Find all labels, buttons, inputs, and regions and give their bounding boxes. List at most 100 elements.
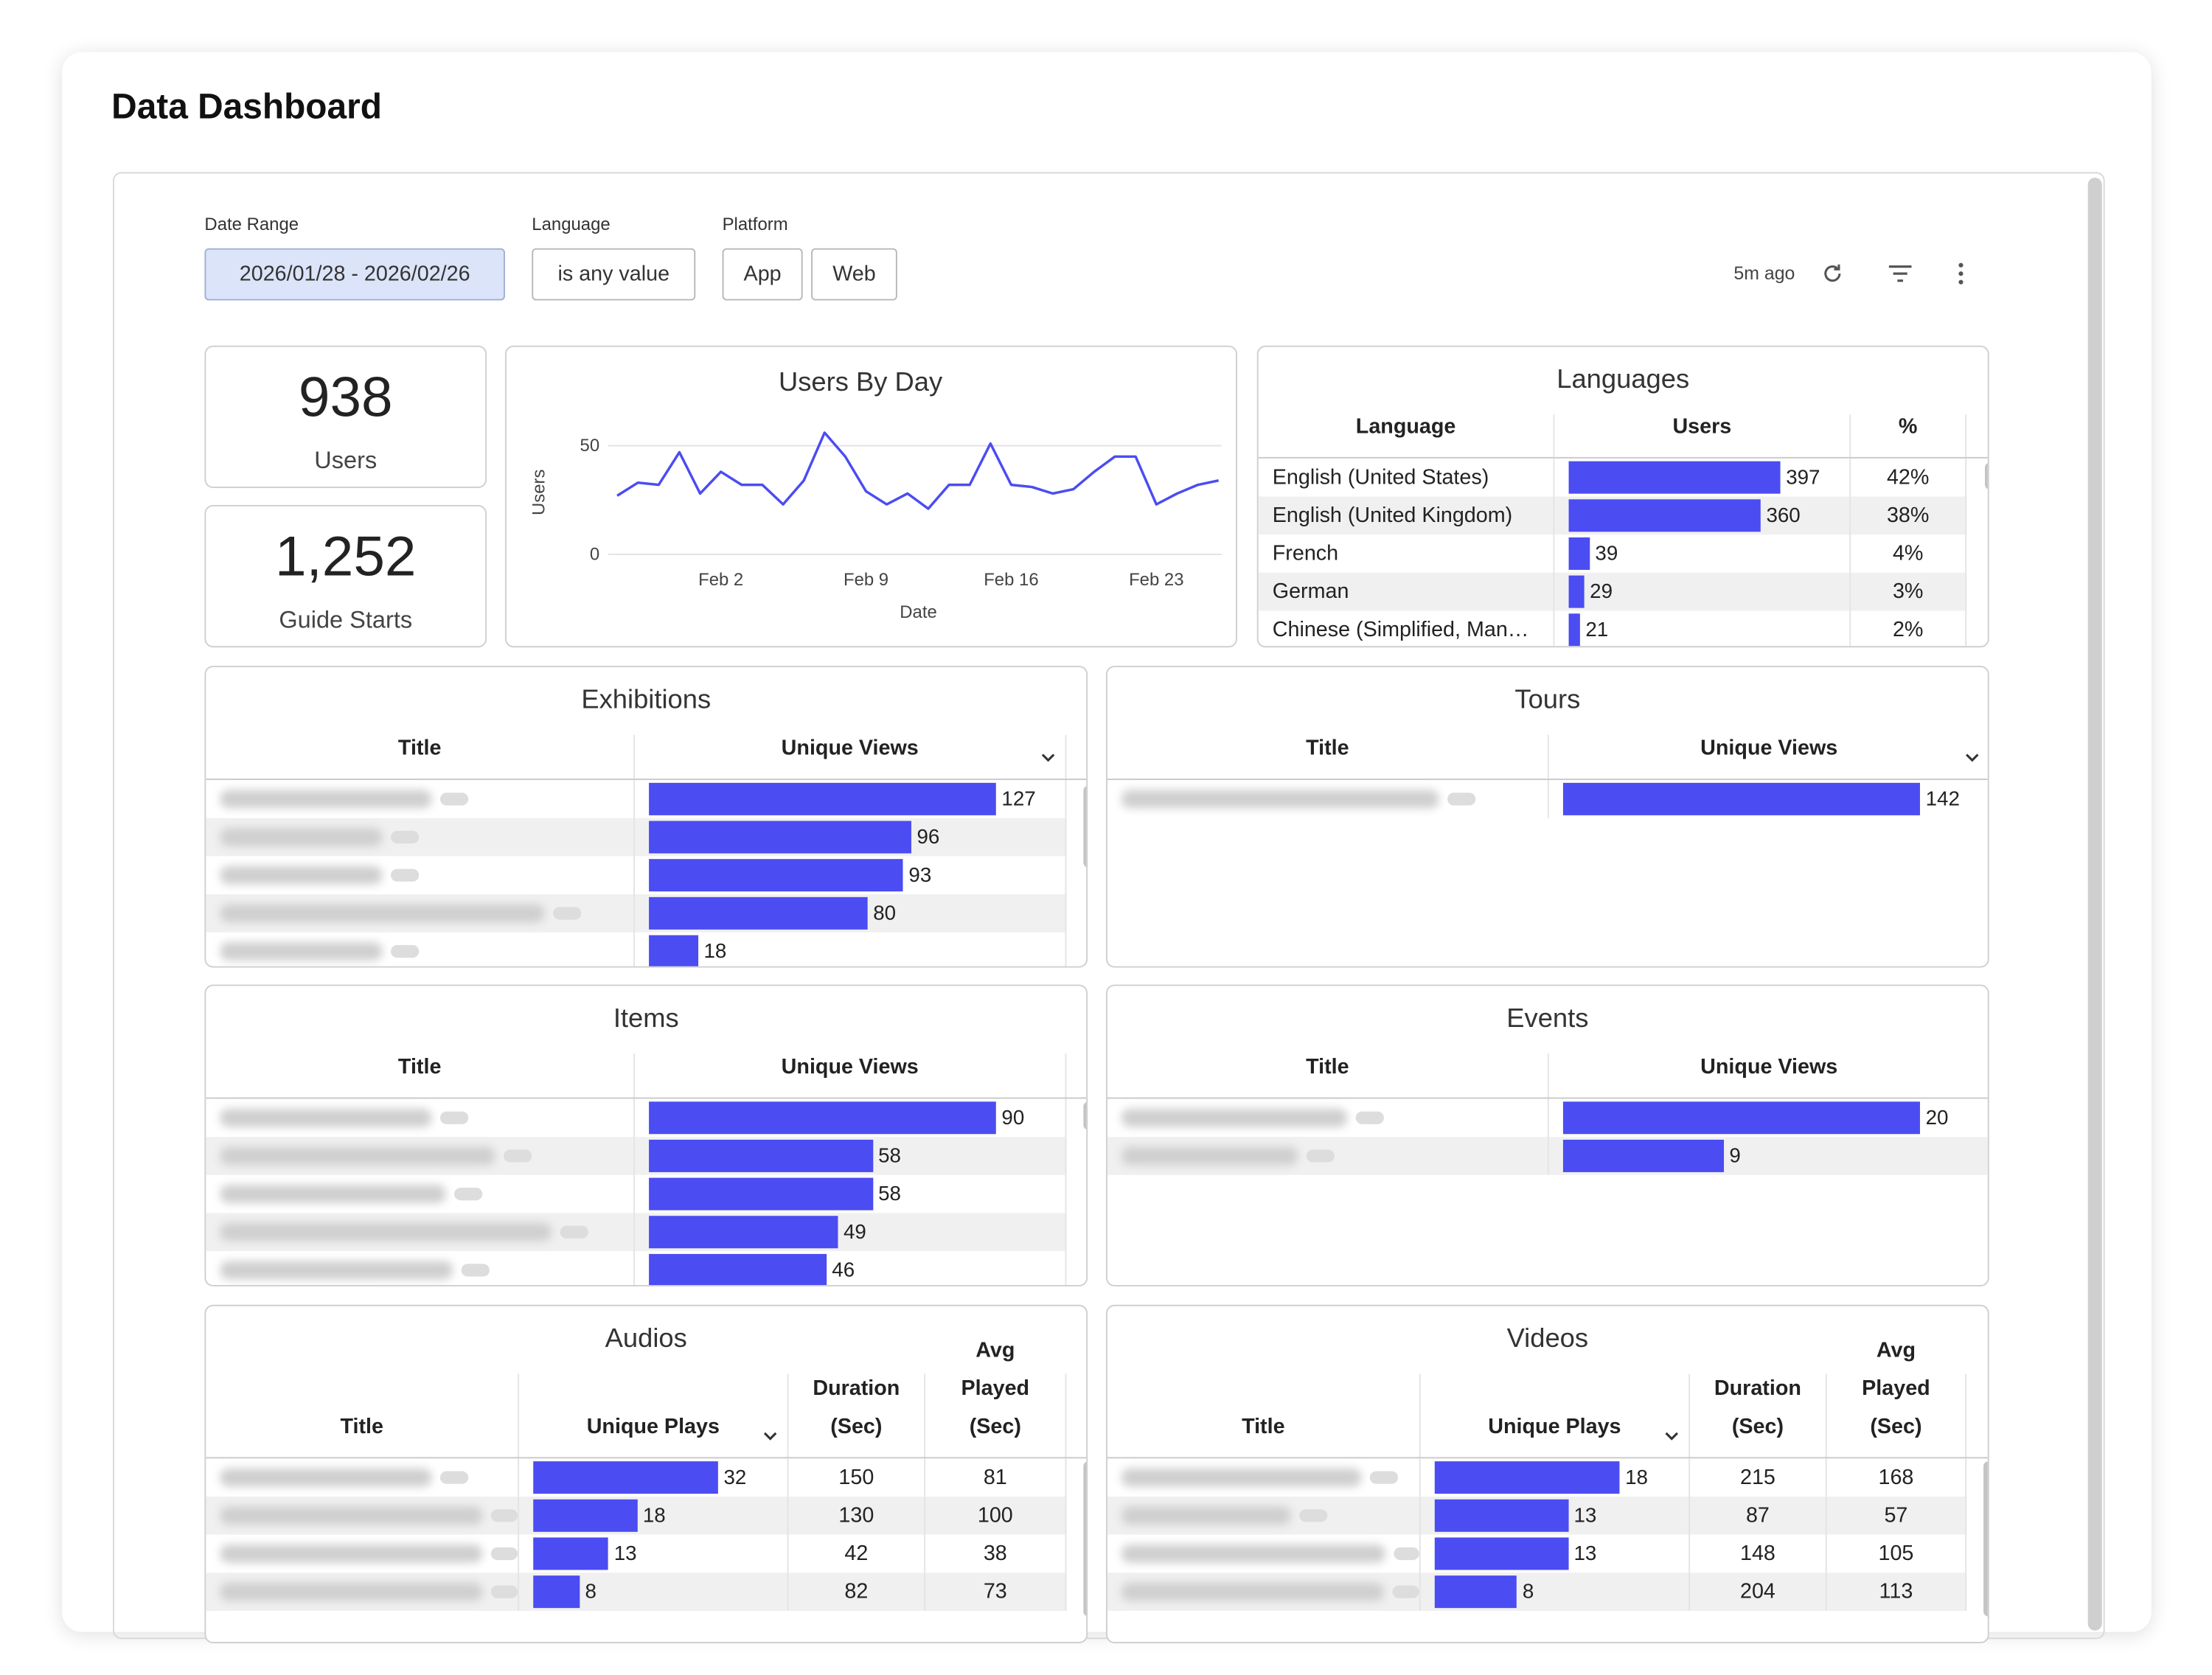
value-label: 46 — [832, 1259, 855, 1283]
page-scrollbar[interactable] — [2087, 178, 2102, 1631]
filter-label: Platform — [722, 214, 788, 234]
bar-cell: 142 — [1549, 780, 1988, 818]
column-header: Unique Plays — [1421, 1373, 1691, 1458]
title-cell — [206, 1213, 635, 1252]
value-label: 8 — [585, 1581, 597, 1604]
value-label: 21 — [1585, 619, 1609, 642]
column-header: Title — [1107, 1054, 1549, 1098]
panel-title: Events — [1506, 1004, 1589, 1034]
value-label: 142 — [1925, 788, 1960, 812]
table-row: 13 87 57 — [1107, 1496, 1967, 1535]
filter-button[interactable]: Web — [811, 248, 897, 301]
header-divider — [1107, 779, 1988, 781]
value-label: 13 — [613, 1543, 637, 1566]
bar-cell: 8 — [519, 1573, 789, 1611]
kpi-label: Users — [314, 447, 378, 474]
sort-icon[interactable] — [1665, 1432, 1679, 1441]
table-cell: 87 — [1690, 1496, 1827, 1535]
more-pill — [454, 1187, 483, 1201]
sort-icon[interactable] — [1041, 753, 1055, 763]
title-cell: German — [1259, 572, 1555, 611]
sort-icon[interactable] — [763, 1432, 777, 1441]
table-cell: 100 — [925, 1496, 1067, 1535]
redacted-title — [1121, 1468, 1362, 1487]
filter-button[interactable]: App — [722, 248, 803, 301]
table-panel: Languages Language Users% English (United S… — [1256, 345, 1989, 648]
column-header: % — [1851, 414, 1967, 457]
bar-cell: 46 — [635, 1251, 1067, 1285]
title-cell: French — [1259, 534, 1555, 573]
bar — [649, 1139, 873, 1172]
bar-cell: 13 — [1421, 1534, 1691, 1573]
table-cell: 2% — [1851, 610, 1967, 647]
panel-title: Videos — [1506, 1324, 1589, 1354]
table-cell: 204 — [1690, 1573, 1827, 1611]
table-row: 127 — [206, 780, 1067, 818]
bar-cell: 13 — [1421, 1496, 1691, 1535]
value-label: 18 — [642, 1505, 666, 1528]
kpi-tile: 938 Users — [204, 345, 487, 488]
x-tick-label: Feb 2 — [698, 570, 743, 590]
title-cell — [206, 856, 635, 895]
table-row: 13 42 38 — [206, 1534, 1067, 1573]
table-row: 49 — [206, 1213, 1067, 1252]
redacted-title — [220, 1468, 432, 1487]
table-scrollbar[interactable] — [1083, 1101, 1087, 1130]
table-row: French 39 4% — [1259, 534, 1967, 573]
kpi-value: 938 — [298, 366, 393, 429]
more-icon[interactable] — [1954, 261, 1968, 286]
more-pill — [390, 868, 420, 882]
value-label: 397 — [1786, 467, 1820, 490]
more-pill — [1447, 793, 1476, 806]
bar — [649, 821, 911, 854]
table-row: English (United States) 397 42% — [1259, 458, 1967, 497]
table-cell: 57 — [1827, 1496, 1967, 1535]
table-row: 32 150 81 — [206, 1458, 1067, 1497]
bar — [1568, 613, 1580, 647]
title-cell — [206, 1458, 520, 1497]
header-divider — [206, 1457, 1087, 1459]
bar — [649, 1253, 827, 1285]
x-tick-label: Feb 23 — [1129, 570, 1183, 590]
column-header: Unique Plays — [519, 1373, 789, 1458]
chevron — [763, 1432, 777, 1441]
table-scrollbar[interactable] — [1984, 462, 1988, 490]
filter-button[interactable]: is any value — [532, 248, 696, 301]
table-cell: 81 — [925, 1458, 1067, 1497]
table-scrollbar[interactable] — [1983, 1461, 1988, 1617]
redacted-title — [1121, 790, 1439, 809]
updated-time: 5m ago — [1733, 262, 1795, 284]
refresh-icon[interactable] — [1820, 261, 1845, 286]
more-pill — [439, 793, 469, 806]
bar-cell: 58 — [635, 1174, 1067, 1213]
value-label: 9 — [1729, 1145, 1741, 1169]
bar — [533, 1461, 718, 1494]
filter-button[interactable]: 2026/01/28 - 2026/02/26 — [204, 248, 505, 301]
sort-icon[interactable] — [1965, 753, 1979, 763]
table-row: 8 204 113 — [1107, 1573, 1967, 1611]
filter-label: Language — [532, 214, 611, 234]
filter-icon[interactable] — [1888, 262, 1913, 285]
bar — [533, 1537, 609, 1570]
title-cell — [206, 780, 635, 818]
table-row: Chinese (Simplified, Man… 21 2% — [1259, 610, 1967, 647]
bar-cell: 20 — [1549, 1098, 1988, 1137]
more-pill — [439, 1111, 469, 1124]
table-cell: 130 — [789, 1496, 926, 1535]
column-header: Title — [1107, 1373, 1421, 1458]
table-scrollbar[interactable] — [1083, 785, 1087, 868]
table-cell: 38 — [925, 1534, 1067, 1573]
column-header: Title — [206, 734, 635, 779]
bar-cell: 18 — [519, 1496, 789, 1535]
panel-title: Languages — [1557, 365, 1690, 395]
redacted-title — [220, 1146, 495, 1166]
redacted-title — [220, 942, 383, 961]
table-scrollbar[interactable] — [1083, 1461, 1087, 1617]
title-cell — [1107, 1573, 1421, 1611]
bar-cell: 13 — [519, 1534, 789, 1573]
bar-cell: 93 — [635, 856, 1067, 895]
redacted-title — [220, 1582, 484, 1601]
more-pill — [491, 1509, 518, 1522]
bar-cell: 32 — [519, 1458, 789, 1497]
